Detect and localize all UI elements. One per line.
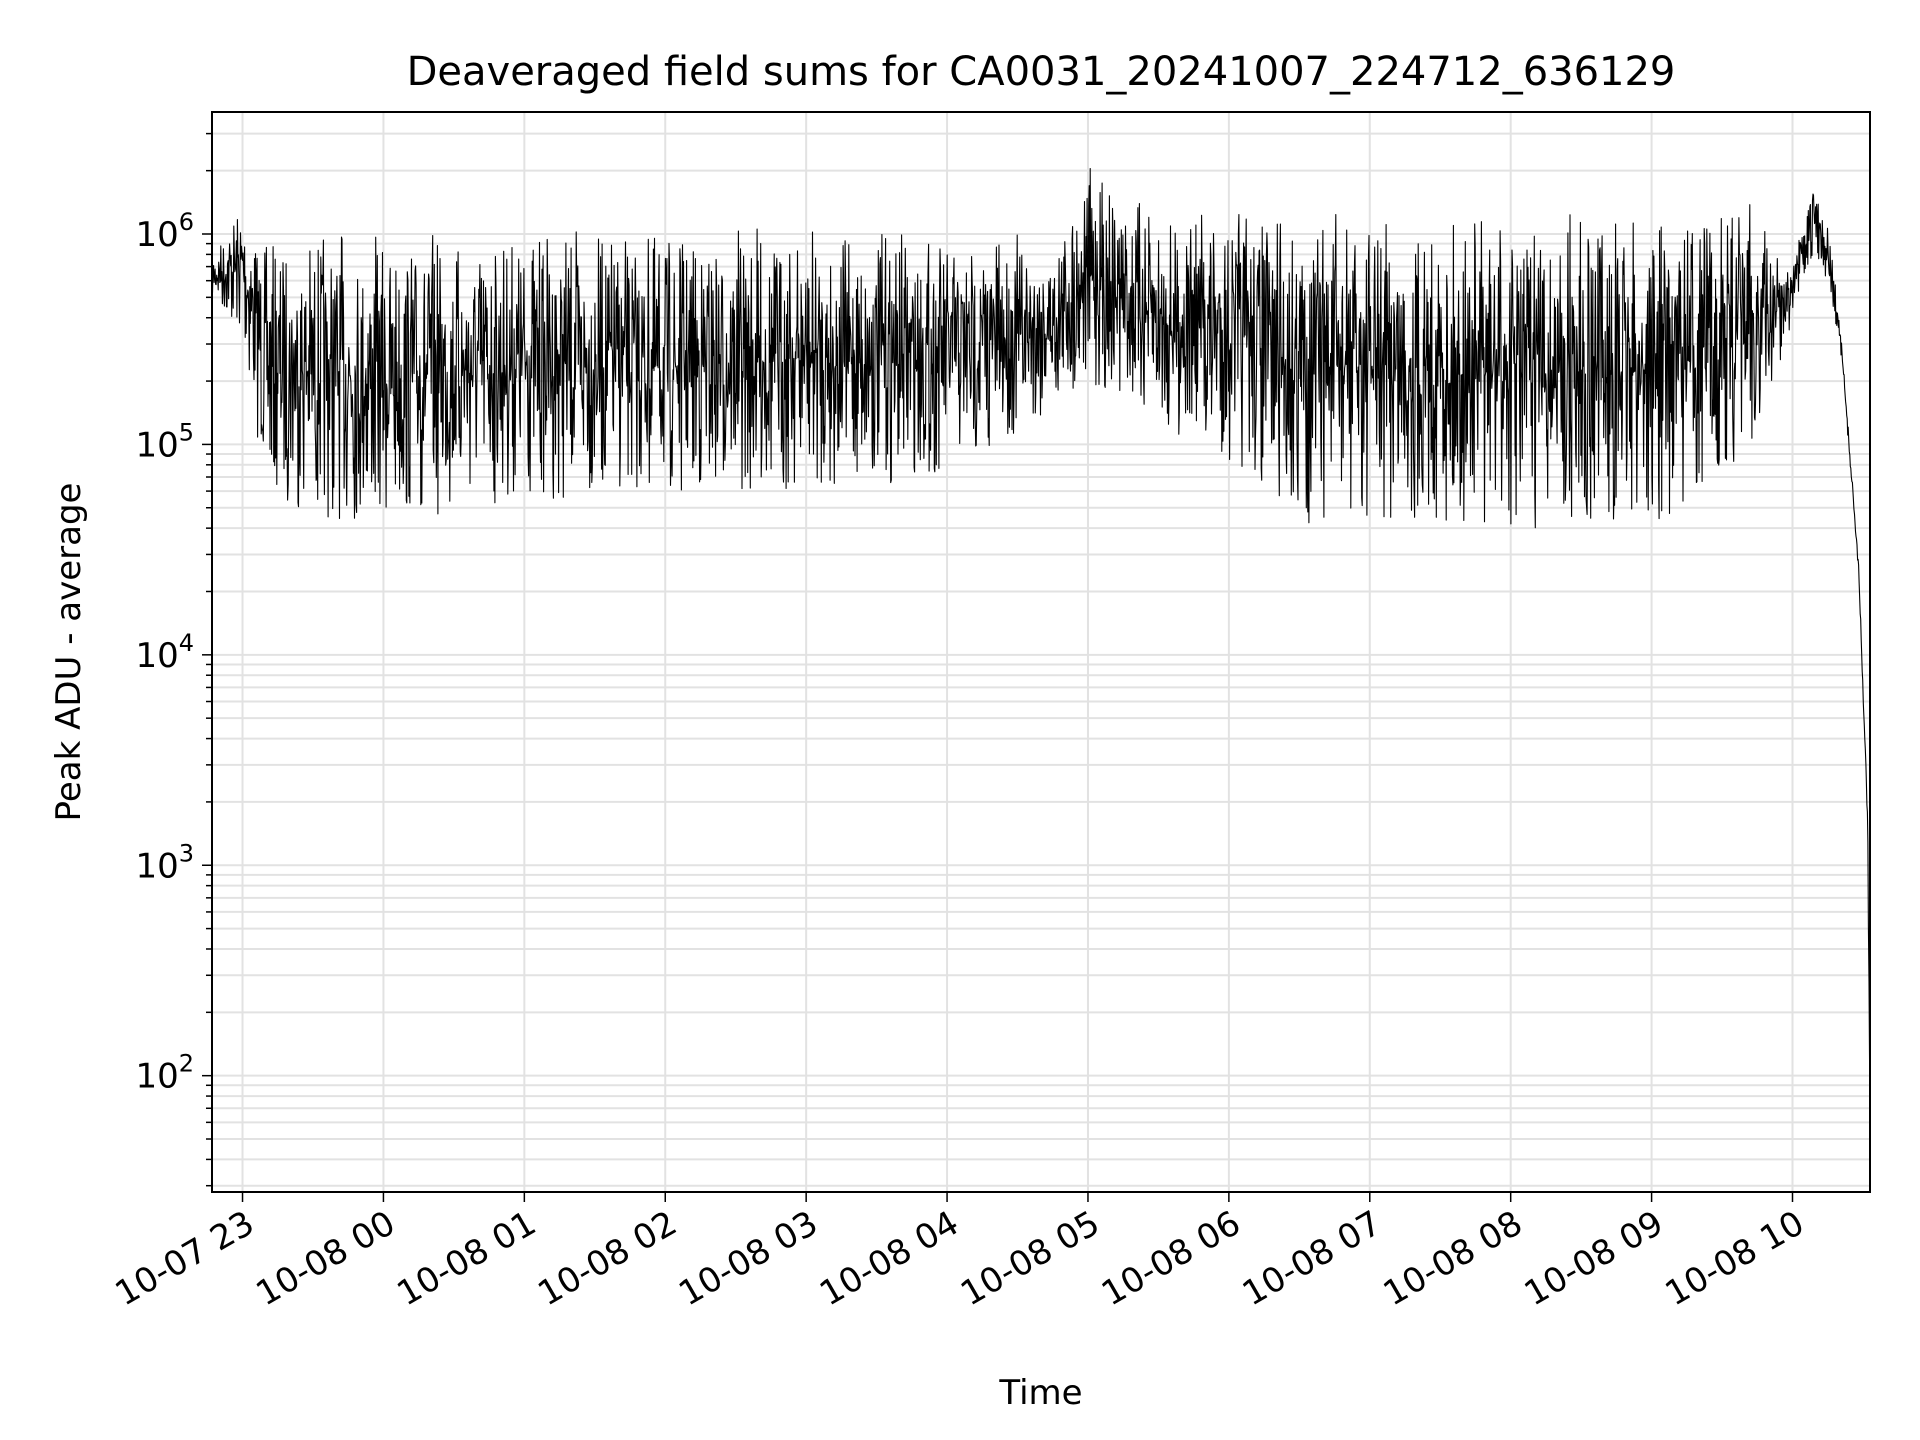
- plot-frame: [211, 111, 1871, 1193]
- series-line: [211, 167, 1871, 1119]
- y-tick-label: 102: [135, 1050, 194, 1097]
- x-axis-label: Time: [998, 1373, 1082, 1413]
- y-tick-label: 104: [135, 629, 194, 676]
- y-tick-label: 106: [135, 208, 194, 255]
- series-path: [211, 167, 1871, 1119]
- y-axis: 102 103 104 105 106: [135, 132, 212, 1187]
- chart-title: Deaveraged field sums for CA0031_2024100…: [407, 49, 1676, 95]
- y-axis-label: Peak ADU - average: [49, 483, 89, 822]
- y-tick-label: 103: [135, 839, 194, 886]
- y-tick-label: 105: [135, 418, 194, 465]
